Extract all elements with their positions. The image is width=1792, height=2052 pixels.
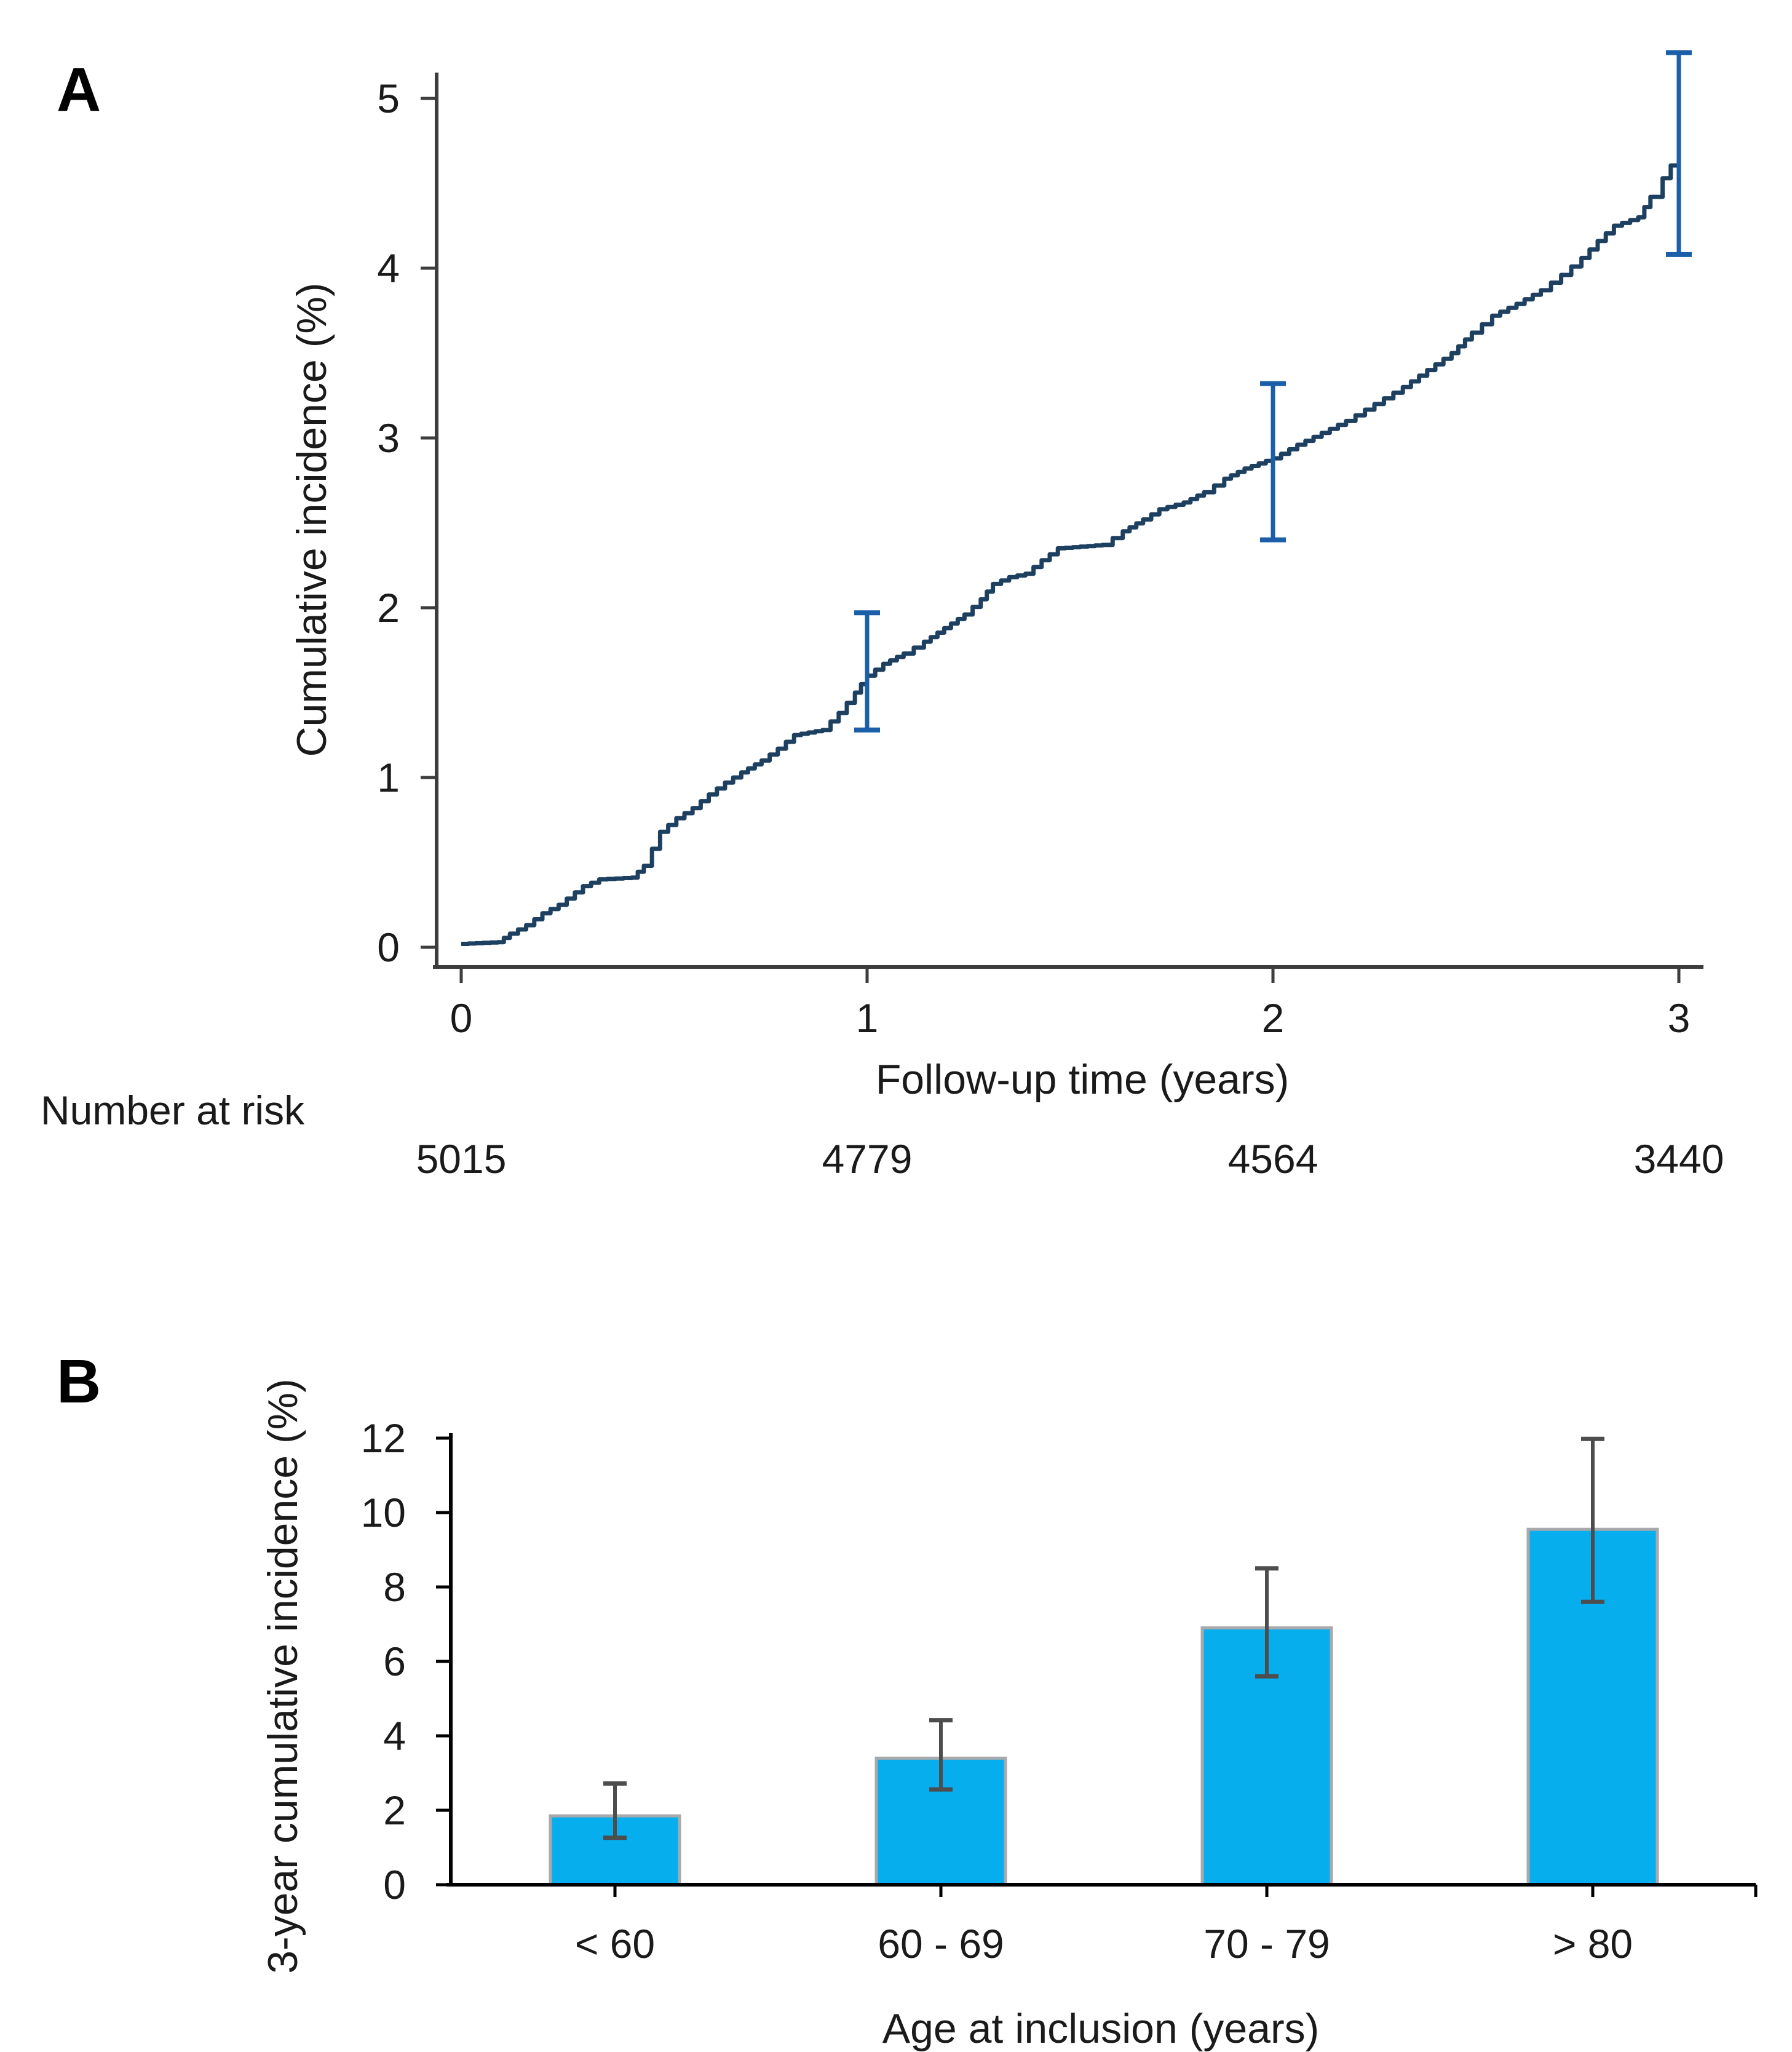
number-at-risk-value: 4564 [1228,1136,1318,1182]
panel-b-y-tick-label: 12 [361,1415,406,1461]
panel-b-x-axis-title: Age at inclusion (years) [882,2005,1320,2052]
panel-a-y-tick-label: 5 [377,76,400,121]
panel-b-error-bar-1 [603,1781,627,1840]
panel-a-y-tick-label: 1 [377,755,400,800]
panel-a-x-tick-label: 3 [1668,995,1691,1041]
panel-b-y-tick-label: 2 [383,1788,406,1833]
panel-a-y-axis-title: Cumulative incidence (%) [288,282,335,757]
number-at-risk-value: 3440 [1634,1136,1724,1182]
panel-a-error-bar-year-2 [1260,381,1286,543]
panel-b-y-tick-label: 8 [383,1564,406,1610]
panel-b-y-tick-label: 10 [361,1490,406,1535]
number-at-risk-value: 5015 [416,1136,507,1182]
panel-a-x-tick-label: 0 [450,995,473,1041]
panel-b-y-axis-title: 3-year cumulative incidence (%) [260,1378,306,1974]
panel-b-y-tick-label: 0 [383,1862,406,1907]
panel-a-y-tick-label: 3 [377,415,400,461]
panel-b-category-label: > 80 [1553,1921,1633,1966]
panel-a-y-tick-label: 2 [377,585,400,630]
panel-a-x-tick-label: 2 [1262,995,1285,1041]
panel-b-error-bar-3 [1255,1566,1279,1679]
number-at-risk-label: Number at risk [41,1088,305,1133]
panel-a-x-axis-title: Follow-up time (years) [875,1056,1290,1103]
panel-a-x-tick-label: 1 [856,995,879,1041]
panel-b-label: B [57,1347,101,1416]
cumulative-incidence-curve [461,153,1681,946]
panel-b-y-tick-label: 6 [383,1639,406,1684]
panel-b-y-tick-label: 4 [383,1713,406,1759]
panel-a-label: A [57,55,101,124]
number-at-risk-value: 4779 [822,1136,913,1182]
panel-a-error-bar-year-3 [1666,50,1692,257]
panel-b-category-label: 70 - 79 [1203,1921,1330,1966]
panel-a-y-tick-label: 4 [377,245,400,291]
panel-b-error-bar-4 [1581,1436,1604,1604]
panel-b-category-label: < 60 [575,1921,655,1966]
panel-a-error-bar-year-1 [854,610,880,733]
panel-b-category-label: 60 - 69 [878,1921,1004,1966]
panel-a-y-tick-label: 0 [377,925,400,970]
panel-b-error-bar-2 [929,1718,953,1792]
